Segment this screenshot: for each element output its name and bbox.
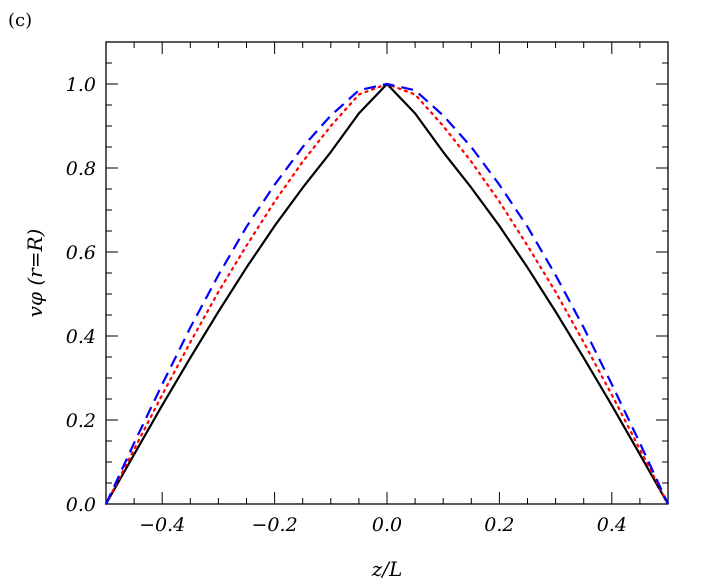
series-line-solid xyxy=(105,82,669,505)
plot-area xyxy=(104,41,670,506)
x-tick-label: 0.0 xyxy=(372,514,402,536)
y-tick-label: 0.2 xyxy=(66,410,96,432)
y-tick-labels: 0.0 0.2 0.4 0.6 0.8 1.0 xyxy=(66,74,96,516)
x-axis-label: z/L xyxy=(371,557,403,581)
x-tick-label: 0.2 xyxy=(484,514,514,536)
x-tick-labels: −0.4 −0.2 0.0 0.2 0.4 xyxy=(139,514,627,536)
series-line-dotted xyxy=(104,82,670,506)
series-line-dashed xyxy=(105,82,669,505)
y-tick-label: 0.6 xyxy=(66,242,96,264)
panel-label: (c) xyxy=(8,10,32,31)
axis-ticks xyxy=(105,41,669,505)
y-tick-label: 0.4 xyxy=(66,326,96,348)
y-tick-label: 0.0 xyxy=(66,494,96,516)
series-layer xyxy=(104,82,670,506)
y-tick-label: 0.8 xyxy=(66,158,96,180)
x-tick-label: 0.4 xyxy=(597,514,627,536)
y-axis-label: vφ (r=R) xyxy=(23,229,47,318)
plot-frame xyxy=(105,41,669,505)
x-tick-label: −0.4 xyxy=(139,514,185,536)
y-tick-label: 1.0 xyxy=(66,74,96,96)
x-tick-label: −0.2 xyxy=(252,514,298,536)
